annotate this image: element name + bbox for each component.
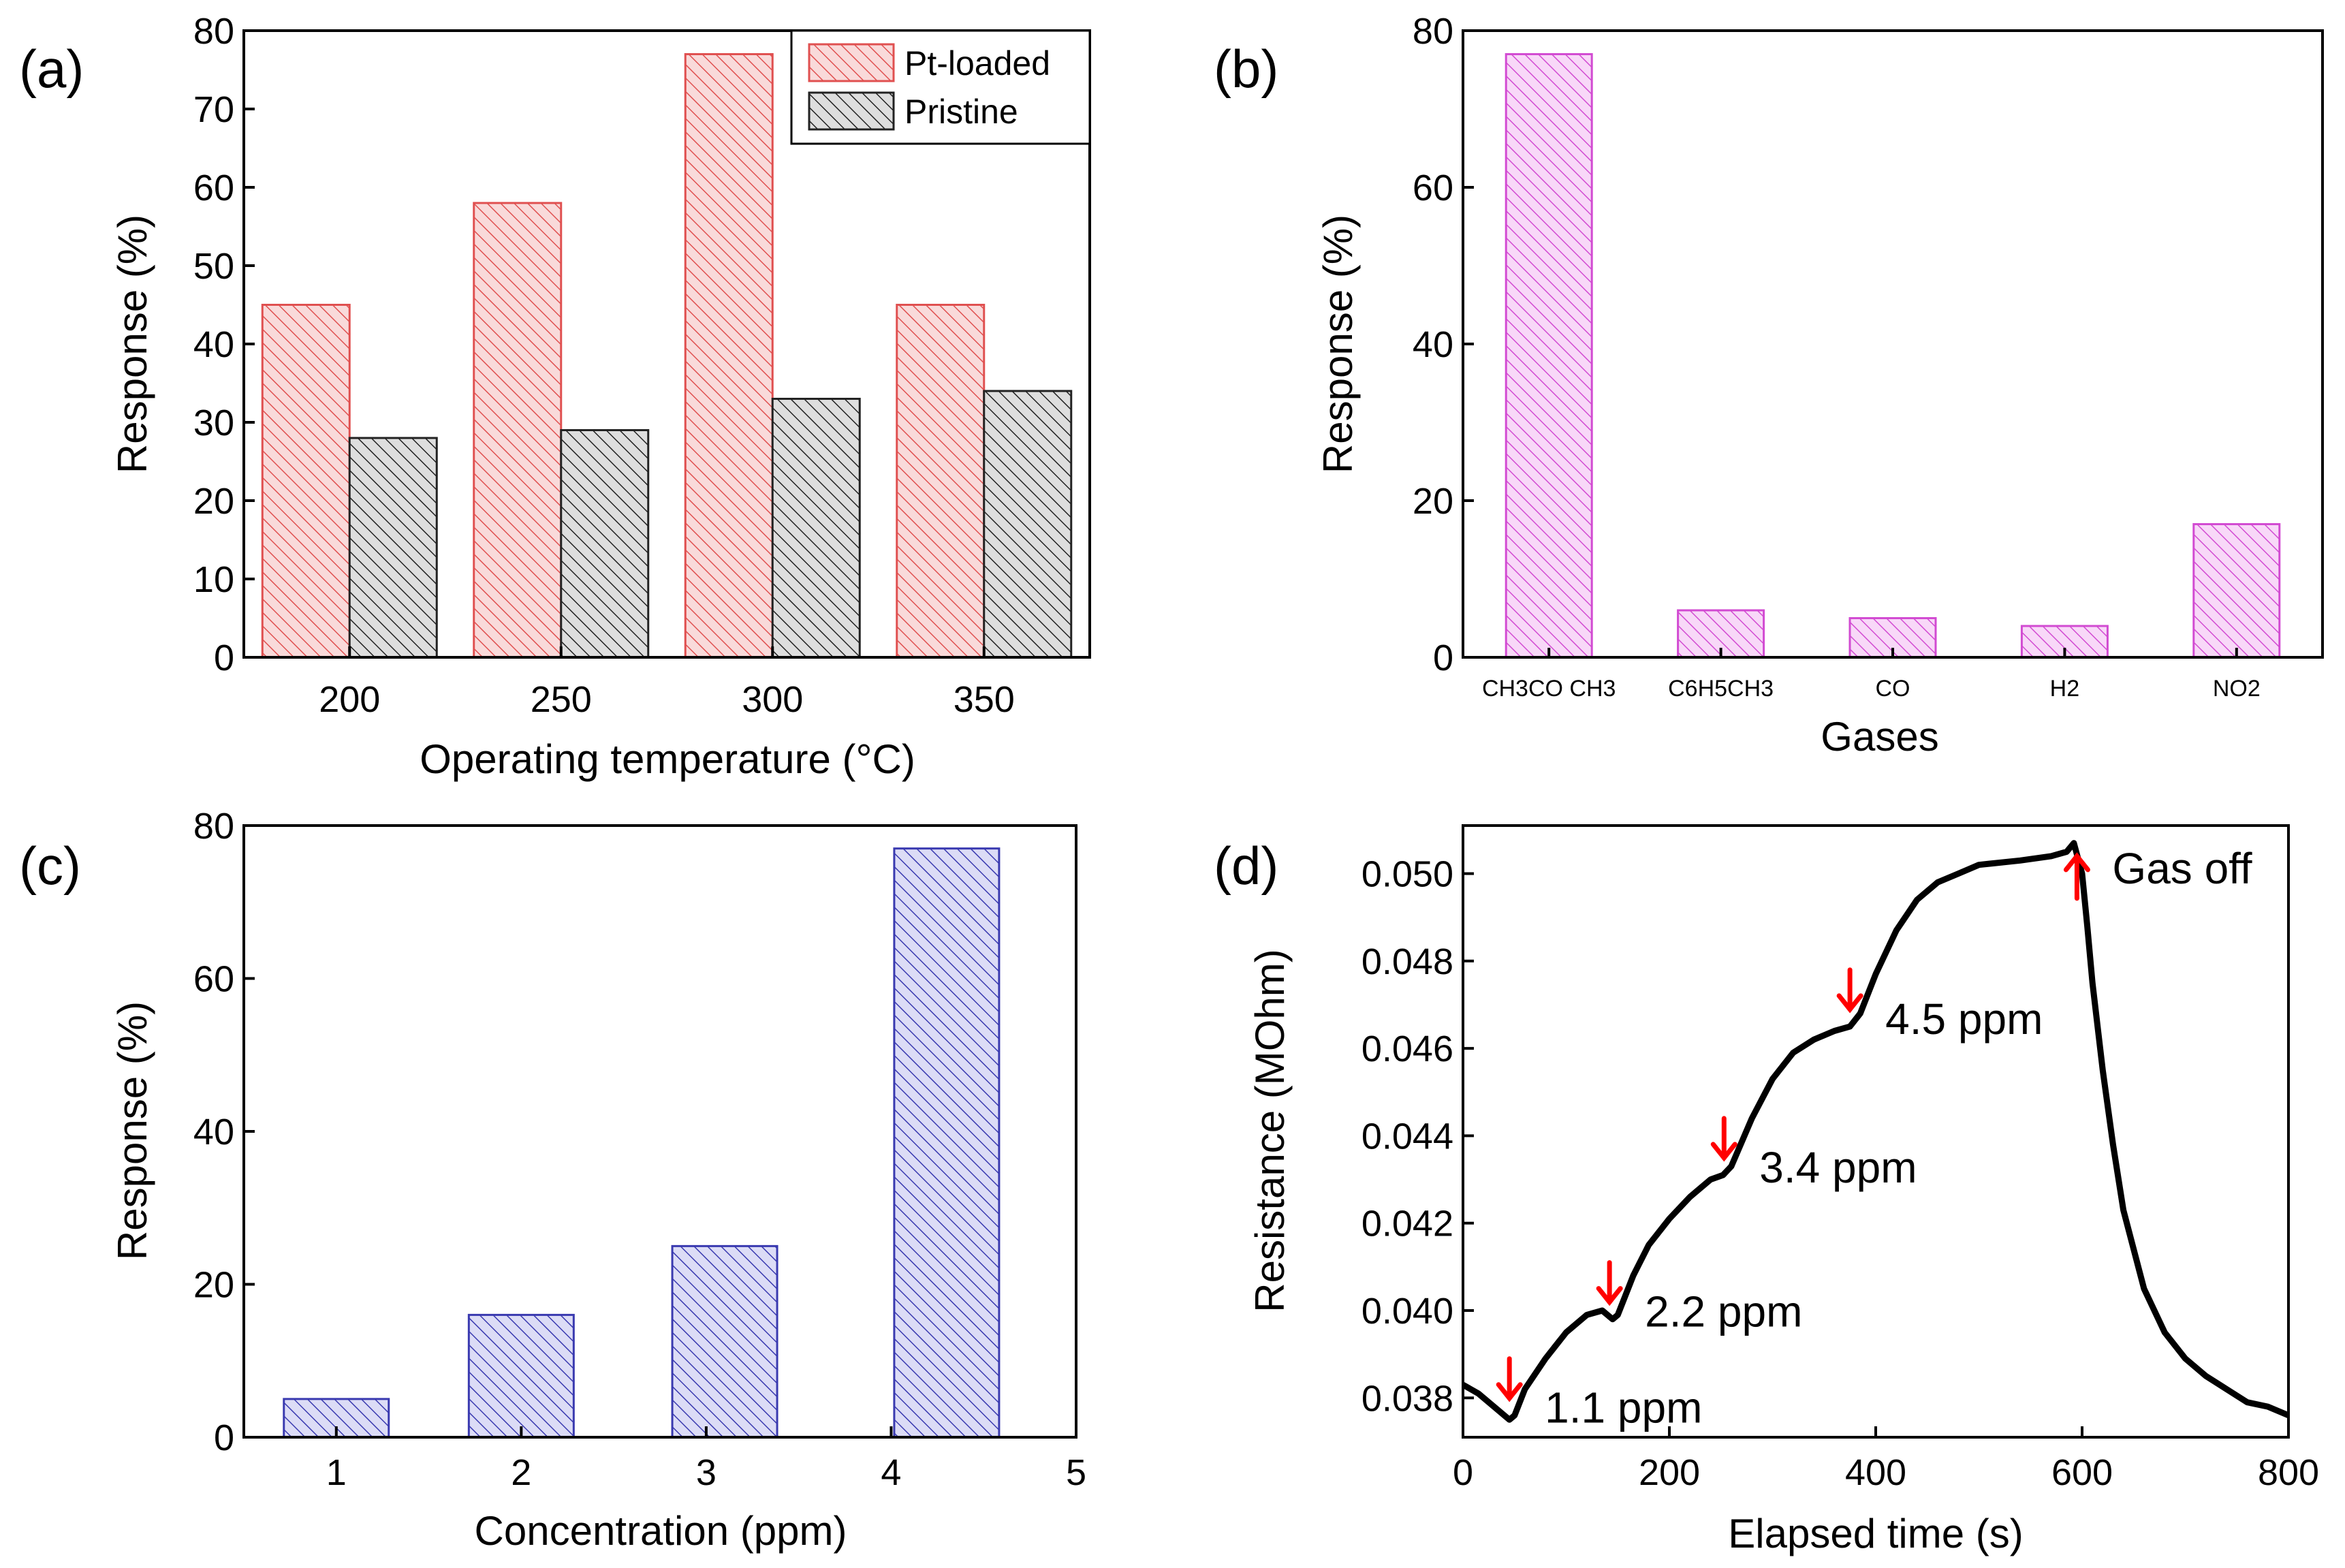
bar-pt-loaded-250 xyxy=(473,202,563,659)
x-tick-label-b-3: H2 xyxy=(2050,676,2079,702)
y-tick-label-b-60: 60 xyxy=(1413,168,1453,208)
x-tick-label-a-300: 300 xyxy=(742,679,803,720)
y-tick-label-a-60: 60 xyxy=(193,168,234,208)
annotation-0: 1.1 ppm xyxy=(1496,1356,1702,1432)
annotation-label-4: Gas off xyxy=(2112,844,2252,893)
y-tick-label-c-0: 0 xyxy=(214,1417,234,1458)
x-tick-label-d-400: 400 xyxy=(1845,1452,1906,1493)
y-axis-label-d: Resistance (MOhm) xyxy=(1247,949,1293,1312)
bar-pt-loaded-350 xyxy=(896,304,986,659)
x-tick-label-a-250: 250 xyxy=(531,679,592,720)
panel-label-c: (c) xyxy=(19,836,81,896)
x-tick-label-c-5: 5 xyxy=(1066,1452,1086,1493)
y-tick-label-c-40: 40 xyxy=(193,1112,234,1153)
y-tick-label-b-80: 80 xyxy=(1413,11,1453,52)
x-tick-label-c-2: 2 xyxy=(511,1452,531,1493)
y-tick-label-a-30: 30 xyxy=(193,403,234,443)
legend-swatch-pt-loaded xyxy=(808,43,895,82)
bar-pristine-350 xyxy=(983,390,1073,659)
x-tick-label-c-4: 4 xyxy=(881,1452,901,1493)
arrowhead-down-icon xyxy=(1496,1382,1523,1402)
annotation-label-0: 1.1 ppm xyxy=(1545,1383,1702,1432)
y-tick-label-a-70: 70 xyxy=(193,89,234,130)
y-tick-label-b-0: 0 xyxy=(1433,638,1453,678)
y-axis-label-c: Response (%) xyxy=(110,1001,155,1260)
bar-pt-loaded-200 xyxy=(261,304,351,659)
panel-label-b: (b) xyxy=(1214,39,1278,99)
legend-swatch-pristine xyxy=(808,91,895,131)
y-tick-label-d-0.040: 0.040 xyxy=(1362,1291,1453,1332)
legend-label-pt-loaded: Pt-loaded xyxy=(904,44,1050,82)
y-tick-label-a-80: 80 xyxy=(193,11,234,52)
bar-pt-loaded-300 xyxy=(684,53,774,659)
y-tick-label-b-40: 40 xyxy=(1413,324,1453,365)
arrowhead-down-icon xyxy=(1596,1286,1623,1306)
y-tick-label-c-20: 20 xyxy=(193,1265,234,1306)
x-tick-label-b-2: CO xyxy=(1876,676,1910,702)
arrowhead-up-icon xyxy=(2063,852,2090,873)
annotation-2: 3.4 ppm xyxy=(1710,1116,1917,1192)
y-tick-label-a-0: 0 xyxy=(214,638,234,678)
x-tick-label-a-350: 350 xyxy=(954,679,1015,720)
panel-label-d: (d) xyxy=(1214,836,1278,896)
bar-no2 xyxy=(2192,523,2281,659)
y-tick-label-a-50: 50 xyxy=(193,246,234,287)
y-axis-label-b: Response (%) xyxy=(1315,215,1361,473)
bar-concentration-2 xyxy=(467,1313,575,1439)
x-tick-label-b-1: C6H5CH3 xyxy=(1668,676,1774,702)
annotation-label-3: 4.5 ppm xyxy=(1885,994,2043,1044)
legend-label-pristine: Pristine xyxy=(904,93,1018,131)
y-tick-label-d-0.046: 0.046 xyxy=(1362,1029,1453,1069)
y-tick-label-c-80: 80 xyxy=(193,806,234,847)
annotation-4: Gas off xyxy=(2063,844,2252,901)
resistance-curve xyxy=(1461,840,2290,1423)
arrowhead-down-icon xyxy=(1710,1142,1737,1162)
x-axis-label-d: Elapsed time (s) xyxy=(1728,1511,2023,1556)
annotation-1: 2.2 ppm xyxy=(1596,1260,1802,1336)
bar-pristine-200 xyxy=(348,437,438,659)
y-tick-label-c-60: 60 xyxy=(193,959,234,1000)
x-axis-label-a: Operating temperature (°C) xyxy=(420,736,915,782)
bar-pristine-300 xyxy=(771,398,861,659)
y-tick-label-a-40: 40 xyxy=(193,324,234,365)
y-tick-label-a-10: 10 xyxy=(193,559,234,600)
bar-concentration-3 xyxy=(671,1244,778,1439)
x-tick-label-d-800: 800 xyxy=(2258,1452,2319,1493)
x-tick-label-c-1: 1 xyxy=(326,1452,347,1493)
y-tick-label-a-20: 20 xyxy=(193,481,234,522)
y-axis-label-a: Response (%) xyxy=(110,215,155,473)
x-axis-label-b: Gases xyxy=(1821,714,1938,759)
x-axis-label-c: Concentration (ppm) xyxy=(475,1508,847,1554)
annotation-3: 4.5 ppm xyxy=(1836,967,2043,1044)
y-tick-label-d-0.044: 0.044 xyxy=(1362,1116,1453,1157)
x-tick-label-b-0: CH3CO CH3 xyxy=(1482,676,1616,702)
y-tick-label-d-0.048: 0.048 xyxy=(1362,941,1453,982)
y-tick-label-b-20: 20 xyxy=(1413,481,1453,522)
chart-panel-d: 1.1 ppm 2.2 ppm 3.4 ppm 4.5 ppm Gas off 0.03… xyxy=(1247,824,2319,1556)
chart-panel-a: 0 10 20 30 40 50 60 70 80 200 250 300 350 Operating… xyxy=(110,11,1091,782)
legend-a: Pt-loaded Pristine xyxy=(790,29,1091,145)
y-tick-label-d-0.038: 0.038 xyxy=(1362,1378,1453,1419)
x-tick-label-a-200: 200 xyxy=(319,679,380,720)
y-tick-label-d-0.050: 0.050 xyxy=(1362,854,1453,895)
chart-panel-c: 0 20 40 60 80 1 2 3 4 5 Concentration (ppm) Resp… xyxy=(110,806,1086,1554)
bar-pristine-250 xyxy=(560,429,650,659)
arrowhead-down-icon xyxy=(1836,993,1863,1014)
x-tick-label-d-600: 600 xyxy=(2051,1452,2113,1493)
y-tick-label-d-0.042: 0.042 xyxy=(1362,1204,1453,1244)
x-tick-label-c-3: 3 xyxy=(696,1452,717,1493)
panel-label-a: (a) xyxy=(19,39,84,99)
annotation-label-1: 2.2 ppm xyxy=(1645,1287,1802,1336)
x-tick-label-b-4: NO2 xyxy=(2213,676,2261,702)
x-tick-label-d-200: 200 xyxy=(1639,1452,1700,1493)
bar-ch3coch3 xyxy=(1505,53,1593,659)
x-tick-label-d-0: 0 xyxy=(1453,1452,1473,1493)
bar-concentration-4 xyxy=(893,847,1001,1439)
annotation-label-2: 3.4 ppm xyxy=(1759,1143,1917,1192)
